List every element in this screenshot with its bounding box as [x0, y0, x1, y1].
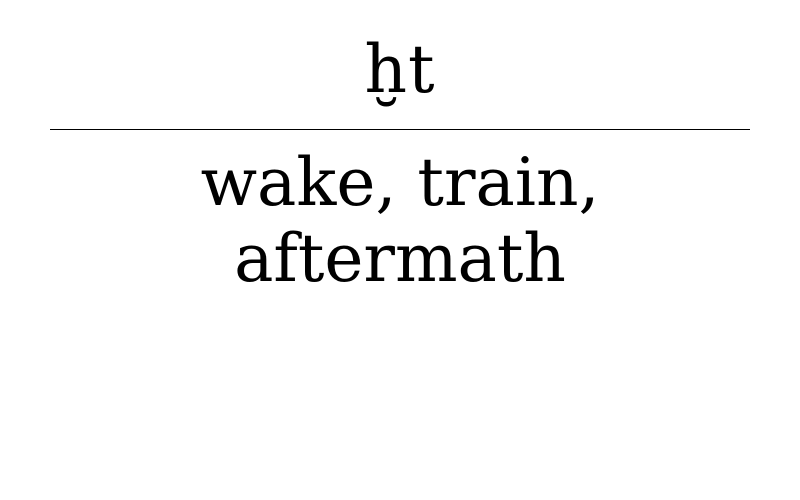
definition-line-1: wake, train, [200, 144, 600, 221]
definition-text: wake, train, aftermath [0, 145, 800, 297]
definition-line-2: aftermath [234, 220, 566, 297]
term-heading: ḫt [364, 31, 436, 108]
divider-line [50, 129, 750, 130]
